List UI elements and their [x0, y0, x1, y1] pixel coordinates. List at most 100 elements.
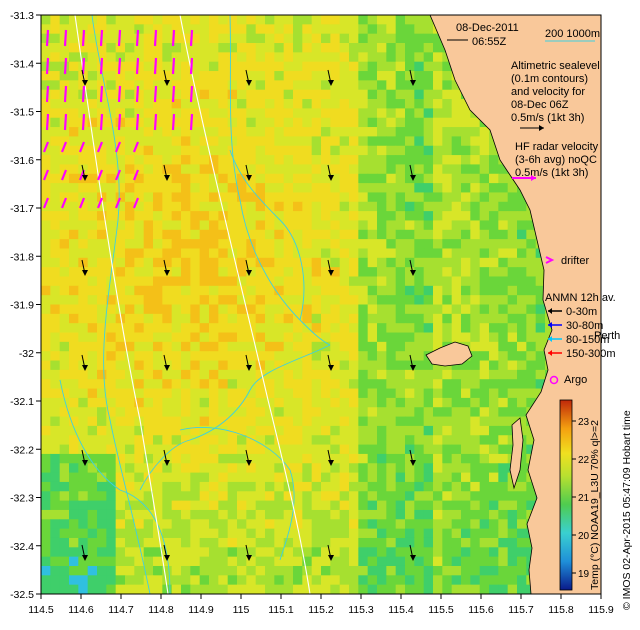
- sst-cell: [237, 481, 247, 492]
- sst-cell: [171, 491, 182, 502]
- sst-cell: [115, 15, 126, 25]
- sst-cell: [41, 323, 51, 333]
- sst-cell: [517, 295, 527, 305]
- sst-cell: [293, 192, 303, 203]
- sst-cell: [115, 80, 126, 91]
- sst-cell: [181, 351, 191, 361]
- sst-cell: [209, 481, 219, 492]
- sst-cell: [302, 472, 313, 483]
- sst-cell: [218, 136, 229, 147]
- sst-cell: [451, 155, 462, 165]
- sst-cell: [59, 472, 70, 483]
- sst-cell: [227, 360, 238, 371]
- sst-cell: [433, 444, 443, 455]
- sst-cell: [358, 43, 369, 53]
- sst-cell: [293, 575, 303, 586]
- sst-cell: [302, 425, 313, 436]
- sst-cell: [69, 491, 79, 502]
- sst-cell: [321, 332, 331, 343]
- sst-cell: [498, 369, 509, 380]
- sst-cell: [143, 323, 154, 333]
- sst-cell: [293, 425, 303, 436]
- sst-cell: [59, 71, 70, 81]
- sst-cell: [442, 369, 453, 380]
- sst-cell: [433, 173, 443, 184]
- sst-cell: [349, 108, 359, 119]
- sst-cell: [339, 444, 350, 455]
- sst-cell: [330, 276, 341, 287]
- sst-cell: [78, 239, 89, 249]
- sst-cell: [433, 369, 443, 380]
- sst-cell: [181, 43, 191, 53]
- sst-cell: [78, 313, 89, 324]
- sst-cell: [470, 155, 481, 165]
- sst-cell: [349, 145, 359, 156]
- sst-cell: [330, 537, 341, 548]
- sst-cell: [358, 61, 369, 72]
- sst-cell: [227, 425, 238, 436]
- sst-cell: [283, 257, 294, 268]
- sst-cell: [321, 173, 331, 184]
- sst-cell: [451, 481, 462, 492]
- x-tick-label: 115.5: [428, 604, 454, 616]
- sst-cell: [162, 444, 173, 455]
- sst-cell: [367, 547, 378, 558]
- sst-cell: [125, 584, 135, 594]
- sst-cell: [134, 136, 145, 147]
- sst-cell: [433, 323, 443, 333]
- sst-cell: [349, 575, 359, 586]
- sst-cell: [293, 201, 303, 212]
- sst-cell: [115, 295, 126, 305]
- sst-cell: [395, 127, 406, 137]
- sst-cell: [265, 388, 275, 399]
- sst-cell: [339, 537, 350, 548]
- sst-cell: [134, 276, 145, 287]
- sst-cell: [209, 444, 219, 455]
- sst-cell: [181, 491, 191, 502]
- sst-cell: [330, 285, 341, 296]
- sst-cell: [330, 89, 341, 100]
- sst-cell: [293, 407, 303, 417]
- sst-cell: [367, 239, 378, 249]
- sst-cell: [321, 155, 331, 165]
- sst-cell: [479, 369, 490, 380]
- sst-cell: [115, 332, 126, 343]
- sst-cell: [59, 397, 70, 408]
- sst-cell: [274, 155, 285, 165]
- sst-cell: [106, 201, 117, 212]
- sst-cell: [367, 556, 378, 567]
- sst-cell: [339, 127, 350, 137]
- sst-cell: [358, 584, 369, 594]
- sst-cell: [125, 24, 135, 35]
- sst-cell: [349, 463, 359, 473]
- sst-cell: [377, 164, 387, 175]
- sst-cell: [302, 435, 313, 445]
- sst-cell: [433, 52, 443, 63]
- sst-cell: [218, 145, 229, 156]
- sst-cell: [218, 173, 229, 184]
- sst-cell: [97, 285, 107, 296]
- sst-cell: [367, 24, 378, 35]
- sst-cell: [470, 528, 481, 539]
- sst-cell: [87, 183, 98, 193]
- sst-cell: [227, 416, 238, 427]
- sst-cell: [134, 556, 145, 567]
- sst-cell: [339, 248, 350, 259]
- sst-cell: [115, 192, 126, 203]
- sst-cell: [386, 267, 397, 277]
- sst-cell: [423, 117, 434, 128]
- sst-cell: [377, 117, 387, 128]
- sst-cell: [143, 407, 154, 417]
- sst-cell: [134, 192, 145, 203]
- sst-cell: [87, 407, 98, 417]
- sst-cell: [517, 323, 527, 333]
- sst-cell: [69, 528, 79, 539]
- sst-cell: [414, 584, 425, 594]
- sst-cell: [461, 491, 471, 502]
- sst-cell: [199, 537, 210, 548]
- sst-cell: [535, 295, 546, 305]
- sst-cell: [545, 323, 555, 333]
- alt-arrowhead: [82, 555, 88, 561]
- sst-cell: [153, 472, 163, 483]
- sst-cell: [87, 33, 98, 44]
